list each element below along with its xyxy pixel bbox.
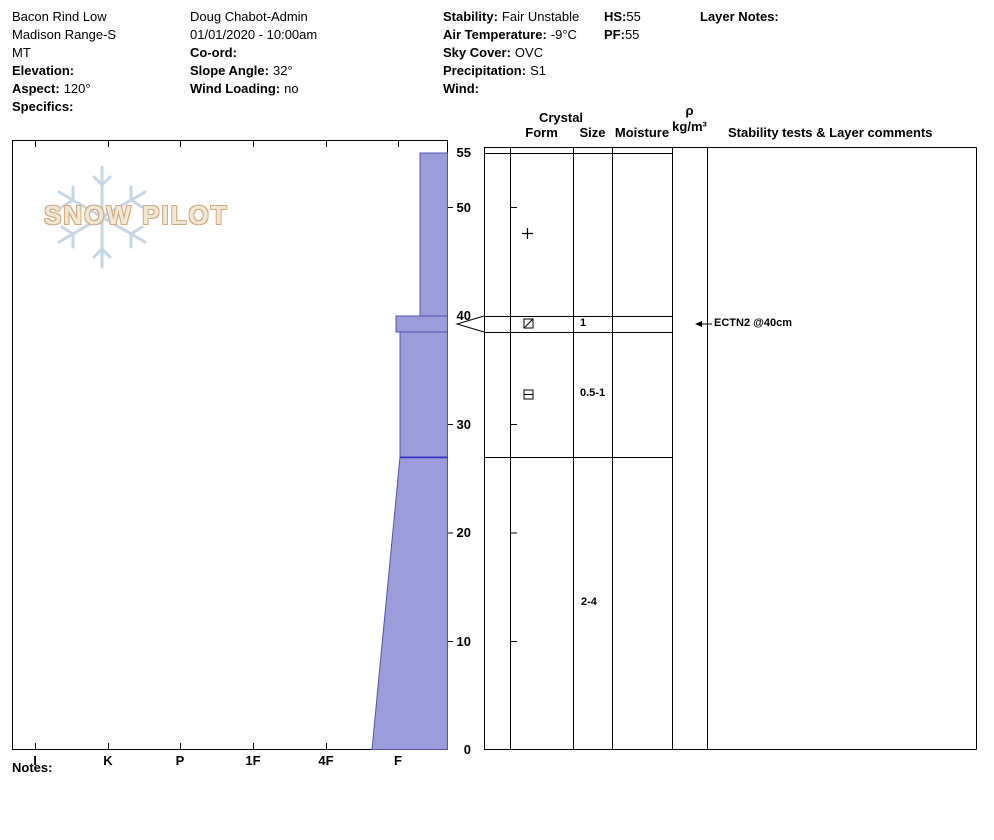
coordinates: Co-ord: (190, 44, 317, 62)
crystal-size-layer3: 0.5-1 (580, 387, 606, 399)
slope-angle: Slope Angle: 32° (190, 62, 317, 80)
x-axis-label-1F: 1F (245, 753, 261, 768)
crystal-form-square-bar-icon (522, 388, 535, 401)
x-axis-label-K: K (103, 753, 113, 768)
header-col-site: Bacon Rind Low Madison Range-S MT Elevat… (12, 8, 116, 116)
y-axis-label-55: 55 (456, 145, 471, 160)
precipitation-label: Precipitation: (443, 63, 527, 78)
column-header-density-symbol: ρ (685, 103, 694, 118)
site-specifics: Specifics: (12, 98, 116, 116)
y-axis-label-0: 0 (463, 742, 471, 757)
sky-cover-value: OVC (514, 45, 544, 60)
x-axis-label-4F: 4F (318, 753, 334, 768)
site-elevation: Elevation: (12, 62, 116, 80)
wind-loading-label: Wind Loading: (190, 81, 281, 96)
x-axis-label-F: F (394, 753, 402, 768)
column-header-form: Form (525, 125, 558, 140)
elevation-label: Elevation: (12, 63, 75, 78)
header-col-observer: Doug Chabot-Admin 01/01/2020 - 10:00am C… (190, 8, 317, 98)
y-axis-label-40: 40 (456, 308, 471, 323)
stability-value: Fair Unstable (501, 9, 580, 24)
y-axis-label-10: 10 (456, 634, 471, 649)
total-height: HS:55 (604, 8, 641, 26)
header-col-totals: HS:55 PF:55 (604, 8, 641, 44)
aspect-label: Aspect: (12, 81, 60, 96)
depth-axis-ticks (448, 207, 453, 642)
snowflake-icon (48, 163, 156, 271)
flagged-layer-pointer (455, 315, 485, 333)
wind-loading: Wind Loading: no (190, 80, 317, 98)
observation-datetime: 01/01/2020 - 10:00am (190, 27, 318, 42)
crystal-form-square-diagonal-icon (522, 317, 535, 330)
crystal-size-layer4: 2-4 (581, 596, 597, 608)
layer-40-38.5 (395, 315, 448, 333)
sky-cover: Sky Cover: OVC (443, 44, 579, 62)
hs-value: 55 (626, 9, 641, 24)
crystal-size-layer2: 1 (580, 317, 587, 329)
site-aspect: Aspect: 120° (12, 80, 116, 98)
aspect-value: 120° (63, 81, 91, 96)
pf-label: PF: (604, 27, 625, 42)
coord-label: Co-ord: (190, 45, 237, 60)
wind-label: Wind: (443, 81, 479, 96)
y-axis-label-20: 20 (456, 525, 471, 540)
air-temp-value: -9°C (550, 27, 577, 42)
slope-angle-label: Slope Angle: (190, 63, 269, 78)
stability-rating: Stability: Fair Unstable (443, 8, 579, 26)
stability-label: Stability: (443, 9, 498, 24)
layer-55-40 (419, 152, 448, 317)
wind: Wind: (443, 80, 579, 98)
column-header-size: Size (579, 125, 606, 140)
header-col-conditions: Stability: Fair Unstable Air Temperature:… (443, 8, 579, 98)
sky-cover-label: Sky Cover: (443, 45, 511, 60)
column-header-crystal: Crystal (538, 110, 584, 125)
precipitation-value: S1 (530, 63, 546, 78)
specifics-label: Specifics: (12, 99, 74, 114)
x-axis-label-I: I (33, 753, 37, 768)
x-axis-label-P: P (175, 753, 185, 768)
y-axis-label-30: 30 (456, 417, 471, 432)
watermark-text: SNOW PILOT (44, 200, 229, 230)
notes-label: Notes: (12, 760, 53, 775)
observer-name: Doug Chabot-Admin (190, 9, 308, 24)
hardness-axis-ticks (35, 141, 399, 749)
site-name: Bacon Rind Low (12, 9, 107, 24)
site-range: Madison Range-S (12, 27, 117, 42)
crystal-form-plus-icon (521, 227, 534, 240)
column-header-stability-tests: Stability tests & Layer comments (728, 125, 933, 140)
wind-loading-value: no (284, 81, 299, 96)
site-state: MT (12, 45, 31, 60)
layer-notes-label: Layer Notes: (700, 9, 779, 24)
stability-test-annotation: ECTN2 @40cm (714, 317, 792, 329)
precipitation: Precipitation: S1 (443, 62, 579, 80)
hs-label: HS: (604, 9, 627, 24)
y-axis-label-50: 50 (456, 200, 471, 215)
layer-27-0 (371, 456, 448, 750)
pit-depth: PF:55 (604, 26, 641, 44)
layer-38.5-27 (399, 331, 448, 458)
column-header-density-units: kg/m³ (672, 119, 707, 134)
slope-angle-value: 32° (272, 63, 293, 78)
pf-value: 55 (624, 27, 640, 42)
column-header-moisture: Moisture (614, 125, 670, 140)
annotation-arrow-icon (695, 321, 712, 327)
crystal-table-grid (484, 147, 977, 750)
air-temperature: Air Temperature: -9°C (443, 26, 579, 44)
snow-layers (371, 152, 448, 750)
air-temp-label: Air Temperature: (443, 27, 547, 42)
